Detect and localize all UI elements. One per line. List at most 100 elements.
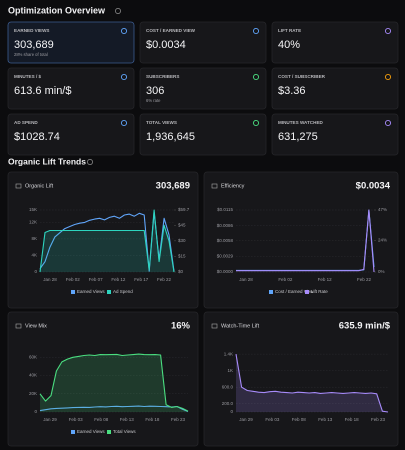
kpi-card[interactable] (139, 21, 267, 64)
legend-swatch (305, 290, 309, 294)
kpi-card[interactable] (139, 113, 267, 156)
chart-panel (203, 311, 399, 447)
y-tick-label: 200.0 (222, 401, 234, 406)
x-tick-label: Feb 13 (120, 417, 135, 422)
panel-title: Organic Lift (25, 183, 54, 189)
y2-tick-label: 24% (378, 238, 387, 243)
legend-swatch (107, 430, 111, 434)
y2-tick-label: $59.7 (178, 207, 190, 212)
x-tick-label: Feb 08 (94, 417, 109, 422)
kpi-icon (120, 27, 128, 35)
y2-tick-label: $15 (178, 254, 186, 259)
y-tick-label: 4K (31, 253, 37, 258)
kpi-label: LIFT RATE (278, 28, 301, 33)
legend-label: Earned Views (77, 429, 105, 434)
kpi-icon (252, 73, 260, 81)
y2-tick-label: 47% (378, 207, 387, 212)
x-tick-label: Feb 03 (69, 417, 84, 422)
kpi-card[interactable] (7, 21, 135, 64)
panel-value: 303,689 (156, 181, 190, 192)
x-tick-label: Feb 02 (66, 277, 81, 282)
legend-label: Cost / Earned View (275, 289, 314, 294)
y2-tick-label: $45 (178, 222, 186, 227)
kpi-card[interactable] (139, 67, 267, 110)
series-line (39, 353, 189, 412)
x-tick-label: Feb 23 (171, 417, 186, 422)
panel-icon (211, 323, 218, 329)
legend-swatch (71, 290, 75, 294)
kpi-icon (384, 73, 392, 81)
y-tick-label: 600.0 (222, 384, 234, 389)
y-tick-label: 0 (34, 269, 37, 274)
y-tick-label: $0.0086 (217, 223, 234, 228)
kpi-value: $1028.74 (14, 131, 60, 143)
kpi-icon (120, 73, 128, 81)
kpi-value: 303,689 (14, 39, 54, 51)
kpi-icon (120, 119, 128, 127)
y-tick-label: 60K (29, 354, 37, 359)
series-line (39, 405, 189, 413)
x-tick-label: Jan 28 (43, 277, 57, 282)
legend-swatch (71, 430, 75, 434)
panel-value: 635.9 min/$ (339, 321, 391, 332)
page-title: Optimization Overview (8, 5, 106, 15)
kpi-label: MINUTES / $ (14, 74, 42, 79)
legend-swatch (269, 290, 273, 294)
series-line (39, 209, 175, 273)
y2-tick-label: 0% (378, 269, 385, 274)
y2-tick-label: $30 (178, 238, 186, 243)
kpi-label: AD SPEND (14, 120, 38, 125)
panel-icon (15, 183, 22, 189)
kpi-card[interactable] (271, 21, 399, 64)
legend-label: Ad Spend (113, 289, 133, 294)
kpi-value: 1,936,645 (146, 131, 195, 143)
panel-title: Watch-Time Lift (221, 323, 260, 329)
kpi-value: 40% (278, 39, 300, 51)
area-fill (40, 354, 188, 412)
kpi-label: TOTAL VIEWS (146, 120, 177, 125)
x-tick-label: Jan 28 (239, 277, 253, 282)
kpi-card[interactable] (271, 67, 399, 110)
info-icon[interactable] (87, 159, 93, 165)
y-tick-label: 0 (34, 409, 37, 414)
y-tick-label: $0.0000 (217, 269, 234, 274)
info-icon[interactable] (115, 8, 121, 14)
x-tick-label: Feb 13 (318, 417, 333, 422)
kpi-icon (252, 27, 260, 35)
panel-icon (211, 183, 218, 189)
panel-title: View Mix (25, 323, 47, 329)
y-tick-label: 15K (29, 207, 37, 212)
y2-tick-label: $0 (178, 269, 184, 274)
legend-label: Lift Rate (311, 289, 328, 294)
y-tick-label: 0 (230, 409, 233, 414)
chart-panel (7, 311, 199, 447)
x-tick-label: Feb 12 (111, 277, 126, 282)
chart-panel (7, 171, 199, 309)
area-fill (236, 354, 388, 412)
x-tick-label: Jan 29 (43, 417, 57, 422)
x-tick-label: Feb 23 (371, 417, 386, 422)
series-line (235, 354, 389, 413)
kpi-card[interactable] (7, 113, 135, 156)
kpi-card[interactable] (7, 67, 135, 110)
legend-swatch (107, 290, 111, 294)
x-tick-label: Feb 18 (145, 417, 160, 422)
kpi-value: $3.36 (278, 85, 306, 97)
legend-label: Total Views (113, 429, 136, 434)
x-tick-label: Feb 08 (292, 417, 307, 422)
x-tick-label: Feb 22 (357, 277, 372, 282)
kpi-card[interactable] (271, 113, 399, 156)
x-tick-label: Feb 12 (318, 277, 333, 282)
kpi-label: COST / EARNED VIEW (146, 28, 196, 33)
x-tick-label: Feb 02 (278, 277, 293, 282)
kpi-value: 306 (146, 85, 164, 97)
y-tick-label: 40K (29, 373, 37, 378)
panel-value: 16% (171, 321, 191, 332)
x-tick-label: Feb 22 (157, 277, 172, 282)
series-line (236, 209, 375, 273)
section-title: Organic Lift Trends (8, 156, 86, 166)
y-tick-label: 1.4K (224, 351, 233, 356)
kpi-label: EARNED VIEWS (14, 28, 49, 33)
y-tick-label: $0.0058 (217, 238, 234, 243)
